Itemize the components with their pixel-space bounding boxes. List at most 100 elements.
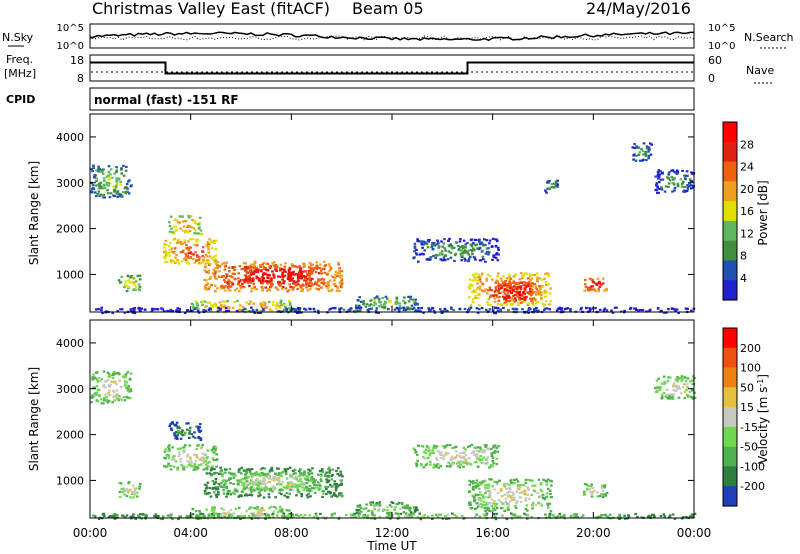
heatmap-cell bbox=[455, 515, 458, 518]
heatmap-cell bbox=[503, 292, 507, 295]
heatmap-cell bbox=[174, 229, 178, 232]
heatmap-cell bbox=[245, 301, 248, 304]
heatmap-cell bbox=[95, 169, 98, 172]
heatmap-cell bbox=[271, 283, 274, 286]
heatmap-cell bbox=[138, 487, 141, 490]
heatmap-cell bbox=[479, 276, 482, 279]
heatmap-cell bbox=[255, 471, 259, 474]
heatmap-cell bbox=[422, 466, 426, 469]
heatmap-cell bbox=[285, 485, 289, 488]
heatmap-cell bbox=[101, 187, 105, 190]
heatmap-cell bbox=[259, 302, 262, 305]
heatmap-cell bbox=[93, 392, 97, 395]
heatmap-cell bbox=[488, 466, 491, 469]
heatmap-cell bbox=[236, 490, 239, 493]
heatmap-cell bbox=[461, 244, 464, 247]
heatmap-cell bbox=[556, 185, 559, 188]
heatmap-cell bbox=[683, 396, 687, 399]
heatmap-cell bbox=[205, 508, 208, 511]
heatmap-cell bbox=[482, 244, 485, 247]
heatmap-cell bbox=[193, 243, 197, 246]
heatmap-cell bbox=[439, 308, 442, 311]
heatmap-cell bbox=[243, 514, 247, 517]
heatmap-cell bbox=[255, 308, 259, 311]
heatmap-cell bbox=[156, 308, 160, 311]
heatmap-cell bbox=[504, 497, 508, 500]
heatmap-cell bbox=[196, 304, 199, 307]
colorbar-swatch bbox=[723, 280, 737, 301]
heatmap-cell bbox=[416, 516, 420, 519]
heatmap-cell bbox=[632, 158, 635, 161]
heatmap-cell bbox=[580, 516, 583, 519]
heatmap-cell bbox=[485, 513, 488, 516]
heatmap-cell bbox=[167, 446, 171, 449]
heatmap-cell bbox=[209, 304, 213, 307]
heatmap-cell bbox=[293, 281, 297, 284]
heatmap-cell bbox=[206, 282, 209, 285]
heatmap-cell bbox=[491, 237, 495, 240]
heatmap-cell bbox=[265, 268, 268, 271]
heatmap-cell bbox=[685, 189, 689, 193]
heatmap-cell bbox=[115, 372, 119, 375]
heatmap-cell bbox=[333, 276, 337, 279]
heatmap-cell bbox=[308, 514, 312, 517]
heatmap-cell bbox=[107, 184, 110, 187]
heatmap-cell bbox=[310, 479, 313, 482]
heatmap-cell bbox=[478, 308, 481, 311]
heatmap-cell bbox=[195, 453, 198, 457]
heatmap-cell bbox=[266, 273, 270, 276]
heatmap-cell bbox=[91, 184, 95, 187]
heatmap-cell bbox=[214, 290, 217, 293]
heatmap-cell bbox=[110, 176, 114, 179]
heatmap-cell bbox=[257, 495, 260, 498]
heatmap-cell bbox=[451, 447, 454, 450]
heatmap-cell bbox=[522, 296, 526, 299]
heatmap-cell bbox=[531, 507, 534, 510]
heatmap-cell bbox=[339, 483, 343, 486]
heatmap-cell bbox=[449, 463, 453, 466]
heatmap-cell bbox=[474, 296, 477, 299]
heatmap-cell bbox=[206, 449, 210, 452]
heatmap-cell bbox=[256, 473, 260, 476]
heatmap-cell bbox=[471, 253, 474, 256]
heatmap-cell bbox=[447, 239, 450, 242]
heatmap-cell bbox=[240, 490, 244, 493]
heatmap-cell bbox=[277, 476, 281, 479]
heatmap-cell bbox=[271, 512, 275, 515]
heatmap-cell bbox=[550, 186, 553, 189]
heatmap-cell bbox=[504, 300, 508, 304]
heatmap-cell bbox=[291, 277, 294, 280]
heatmap-cell bbox=[286, 467, 289, 470]
heatmap-cell bbox=[295, 475, 299, 478]
heatmap-cell bbox=[318, 470, 322, 473]
heatmap-cell bbox=[347, 308, 351, 311]
heatmap-cell bbox=[642, 142, 646, 145]
heatmap-cell bbox=[384, 300, 387, 303]
heatmap-cell bbox=[601, 493, 604, 496]
heatmap-cell bbox=[275, 467, 279, 470]
heatmap-cell bbox=[246, 309, 249, 312]
heatmap-cell bbox=[415, 252, 418, 255]
heatmap-cell bbox=[467, 286, 471, 289]
heatmap-cell bbox=[197, 308, 200, 311]
heatmap-cell bbox=[205, 288, 209, 291]
heatmap-cell bbox=[113, 517, 117, 520]
heatmap-cell bbox=[548, 512, 552, 515]
heatmap-cell bbox=[534, 299, 537, 302]
heatmap-cell bbox=[494, 505, 497, 508]
heatmap-cell bbox=[102, 172, 105, 175]
heatmap-cell bbox=[588, 277, 592, 280]
heatmap-cell bbox=[431, 449, 435, 452]
heatmap-cell bbox=[486, 273, 490, 276]
heatmap-cell bbox=[401, 506, 405, 509]
heatmap-cell bbox=[173, 434, 176, 437]
heatmap-cell bbox=[686, 307, 689, 310]
heatmap-cell bbox=[328, 471, 331, 474]
heatmap-cell bbox=[248, 302, 251, 306]
heatmap-cell bbox=[528, 273, 532, 276]
heatmap-cell bbox=[228, 477, 232, 480]
heatmap-cell bbox=[410, 304, 414, 307]
heatmap-cell bbox=[672, 384, 675, 387]
heatmap-cell bbox=[674, 309, 677, 312]
heatmap-cell bbox=[531, 283, 535, 286]
